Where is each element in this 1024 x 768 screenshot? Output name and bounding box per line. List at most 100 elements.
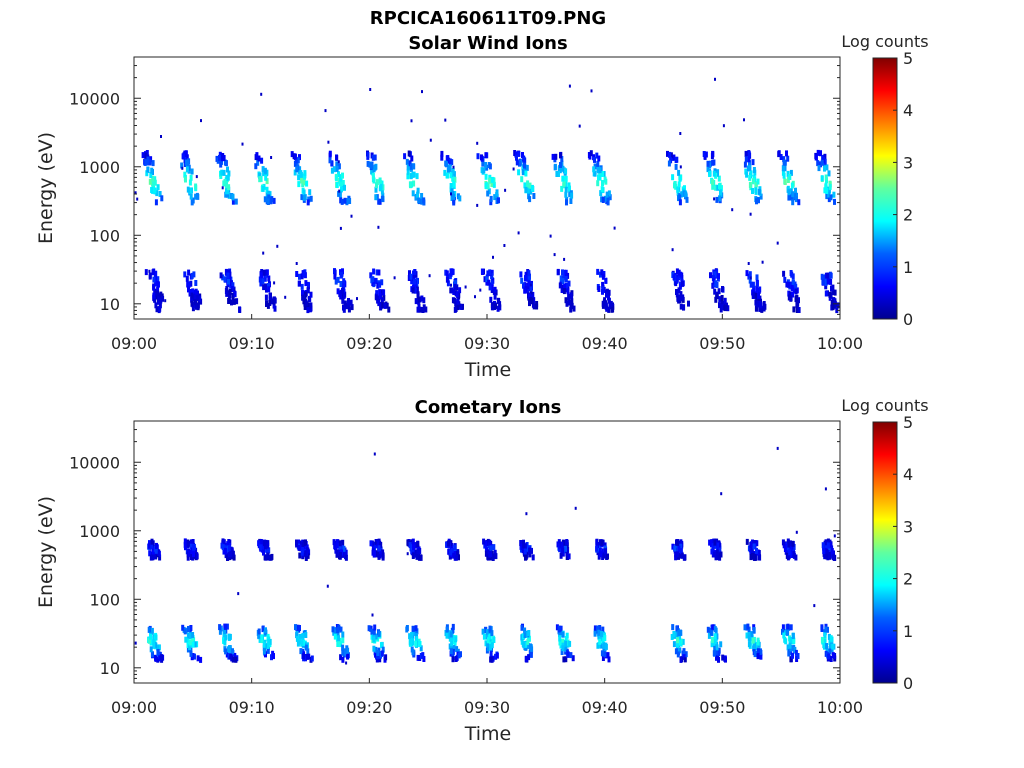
heatmap-cell xyxy=(448,643,452,650)
heatmap-cell xyxy=(344,549,348,556)
heatmap-cell xyxy=(416,549,420,556)
heatmap-cell xyxy=(185,154,189,161)
heatmap-cell xyxy=(758,554,762,561)
heatmap-cell xyxy=(336,627,340,634)
heatmap-cell xyxy=(529,188,533,195)
heatmap-cell xyxy=(759,193,763,200)
heatmap-cell xyxy=(262,648,266,655)
heatmap-cell xyxy=(308,306,312,313)
heatmap-cell xyxy=(380,188,384,195)
heatmap-cell xyxy=(789,540,792,547)
heatmap-cell xyxy=(715,549,719,556)
heatmap-cell xyxy=(381,554,385,561)
heatmap-cell xyxy=(303,304,307,310)
heatmap-cell xyxy=(454,300,458,307)
heatmap-cell xyxy=(299,540,303,547)
heatmap-cells xyxy=(134,77,840,314)
heatmap-cell xyxy=(791,279,795,286)
heatmap-cell xyxy=(813,604,816,608)
heatmap-cell xyxy=(227,298,231,304)
heatmap-cell xyxy=(487,629,491,636)
heatmap-cell xyxy=(302,298,306,305)
heatmap-cell xyxy=(831,643,835,650)
heatmap-cell xyxy=(744,156,748,163)
heatmap-cell xyxy=(776,241,779,245)
heatmap-cell xyxy=(258,176,262,183)
heatmap-cell xyxy=(743,118,745,122)
heatmap-cell xyxy=(161,295,165,302)
heatmap-cell xyxy=(675,276,679,283)
heatmap-cell xyxy=(709,272,712,279)
heatmap-cell xyxy=(828,639,832,646)
heatmap-cell xyxy=(569,306,573,313)
heatmap-cell xyxy=(789,546,793,552)
heatmap-cell xyxy=(195,553,199,560)
heatmap-cell xyxy=(561,631,565,638)
heatmap-cell xyxy=(228,288,232,295)
heatmap-cell xyxy=(716,184,720,191)
heatmap-cell xyxy=(450,640,454,647)
heatmap-cell xyxy=(557,171,560,177)
heatmap-cell xyxy=(154,293,158,300)
heatmap-cell xyxy=(309,291,313,298)
heatmap-cell xyxy=(491,553,495,560)
heatmap-cell xyxy=(605,291,609,298)
heatmap-cell xyxy=(820,273,824,280)
heatmap-cell xyxy=(555,624,559,631)
heatmap-cell xyxy=(747,151,751,158)
heatmap-cell xyxy=(826,278,830,285)
heatmap-cell xyxy=(220,169,224,176)
heatmap-cell xyxy=(342,283,345,289)
heatmap-cell xyxy=(418,548,422,554)
heatmap-cell xyxy=(682,648,686,655)
heatmap-cell xyxy=(564,646,568,653)
heatmap-cell xyxy=(447,632,451,639)
heatmap-cell xyxy=(449,183,453,189)
heatmap-cell xyxy=(671,174,675,181)
heatmap-cell xyxy=(309,302,313,309)
heatmap-cell xyxy=(474,295,476,299)
colorbar-ticks: 0 1 2 3 4 5 xyxy=(893,413,913,693)
heatmap-cell xyxy=(491,304,495,311)
heatmap-cell xyxy=(678,199,682,206)
heatmap-cell xyxy=(295,541,299,548)
heatmap-cell xyxy=(376,540,380,547)
heatmap-cell xyxy=(824,487,827,491)
heatmap-cell xyxy=(225,651,229,658)
heatmap-cell xyxy=(721,654,725,661)
heatmap-cell xyxy=(525,542,529,548)
heatmap-cell xyxy=(298,552,302,559)
heatmap-cell xyxy=(671,248,674,252)
heatmap-cell xyxy=(711,543,715,550)
heatmap-cell xyxy=(272,302,276,309)
heatmap-cell xyxy=(380,297,384,304)
heatmap-cell xyxy=(224,268,228,275)
heatmap-cell xyxy=(134,191,137,195)
heatmap-cell xyxy=(783,179,787,185)
heatmap-cell xyxy=(567,553,571,560)
heatmap-cell xyxy=(196,295,200,301)
heatmap-cell xyxy=(416,291,420,298)
heatmap-cell xyxy=(341,268,344,275)
heatmap-cell xyxy=(413,287,417,294)
heatmap-cell xyxy=(343,184,346,191)
heatmap-cell xyxy=(717,175,721,182)
x-tick-label: 09:30 xyxy=(464,334,510,353)
heatmap-cell xyxy=(564,191,568,198)
heatmap-cell xyxy=(149,633,152,640)
heatmap-cell xyxy=(570,298,574,305)
heatmap-cell xyxy=(296,157,300,164)
heatmap-cell xyxy=(792,551,796,558)
heatmap-cell xyxy=(498,301,502,308)
heatmap-cell xyxy=(601,197,605,203)
heatmap-cell xyxy=(266,198,270,205)
heatmap-cell xyxy=(528,293,532,300)
heatmap-cell xyxy=(489,195,493,202)
heatmap-cell xyxy=(155,190,159,197)
heatmap-cell xyxy=(751,188,754,194)
heatmap-cell xyxy=(829,656,833,662)
heatmap-cell xyxy=(190,296,194,303)
heatmap-cell xyxy=(393,276,396,280)
heatmap-cell xyxy=(565,539,569,545)
heatmap-cell xyxy=(712,170,716,177)
